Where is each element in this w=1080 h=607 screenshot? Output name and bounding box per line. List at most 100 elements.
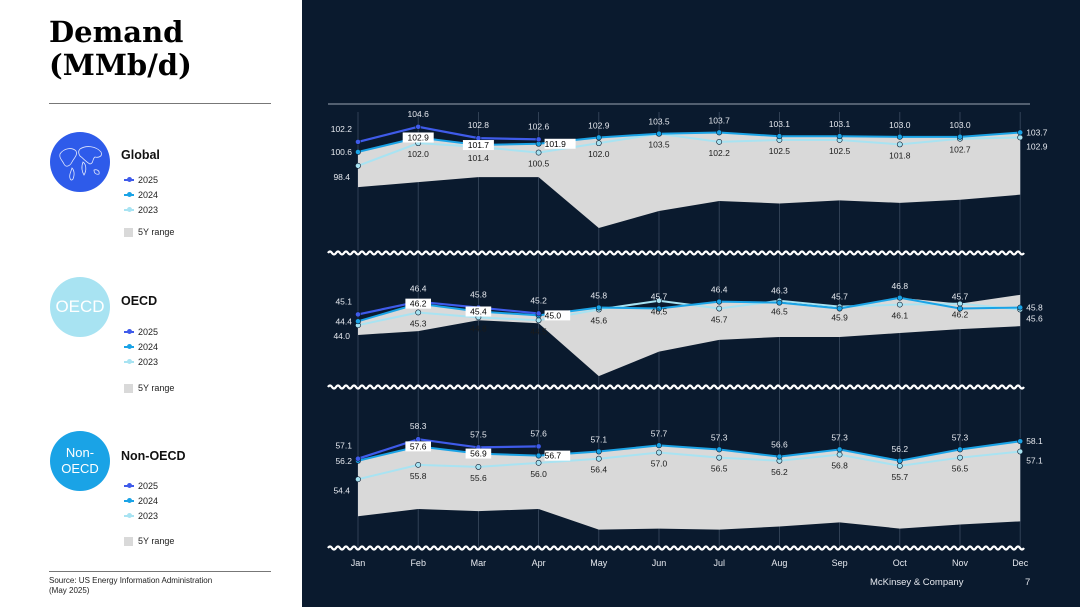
world-map-icon <box>59 146 102 181</box>
data-label-2023: 56.2 <box>771 467 788 477</box>
point-2024 <box>716 129 723 136</box>
non-oecd-legend-range: 5Y range <box>124 536 174 546</box>
point-2024 <box>957 446 963 453</box>
data-label-2023: 46.5 <box>771 307 788 317</box>
point-2024 <box>1017 438 1024 445</box>
oecd-legend-2025: 2025 <box>124 327 158 337</box>
page-title-line-2: (MMb/d) <box>49 48 192 82</box>
global-legend-2023: 2023 <box>124 205 158 215</box>
data-label-2025: 45.2 <box>530 295 547 305</box>
x-tick-label: Jun <box>652 558 667 568</box>
data-label-2023: 57.1 <box>1026 456 1043 466</box>
data-label-2024: 57.1 <box>591 435 608 445</box>
data-label-2023: 55.6 <box>470 473 487 483</box>
point-2023 <box>957 454 963 461</box>
source-line-2: (May 2025) <box>49 586 90 595</box>
point-2025 <box>535 310 542 317</box>
point-2023 <box>957 300 963 307</box>
point-2024 <box>355 149 361 155</box>
data-label-2024: 103.1 <box>769 119 791 129</box>
point-2024 <box>776 453 783 460</box>
data-label-2024: 103.7 <box>709 115 731 125</box>
data-label-2024: 100.6 <box>331 147 353 157</box>
point-2024 <box>836 133 843 140</box>
data-label-2023: 56.5 <box>952 464 969 474</box>
data-label-2023: 102.5 <box>829 146 851 156</box>
range-band <box>358 132 1021 228</box>
legend-label: 5Y range <box>138 536 175 546</box>
x-tick-label: Dec <box>1012 558 1029 568</box>
data-label-2025: 45.1 <box>335 296 352 306</box>
point-2024 <box>535 452 542 459</box>
page-title-line-1: Demand <box>49 15 184 49</box>
oecd-legend-range: 5Y range <box>124 383 174 393</box>
footer-brand: McKinsey & Company <box>870 577 964 588</box>
data-label-2023: 54.4 <box>333 485 350 495</box>
data-label: 46.2 <box>410 299 427 309</box>
data-label-box <box>544 310 571 321</box>
point-2023 <box>535 459 542 466</box>
global-title: Global <box>121 148 160 162</box>
data-label-2025: 102.2 <box>331 124 353 134</box>
data-label-2023: 46.5 <box>651 307 668 317</box>
legend-label: 2023 <box>138 205 159 215</box>
axis-break <box>327 384 1025 390</box>
data-label-box <box>405 441 431 452</box>
data-label-2023: 55.8 <box>410 471 427 481</box>
data-label-2024: 44.4 <box>335 316 352 326</box>
source-line-1: Source: US Energy Information Administra… <box>49 576 213 585</box>
series-line-2025 <box>357 438 539 460</box>
data-label-2025: 45.8 <box>470 290 487 300</box>
axis-break <box>327 250 1025 256</box>
point-2025 <box>415 123 422 130</box>
footer-page-number: 7 <box>1025 577 1031 588</box>
data-label-2024: 57.3 <box>711 432 728 442</box>
data-label-2023: 56.4 <box>591 465 608 475</box>
panel-oecd: 45.1 46.4 45.8 45.2 44.4 46.2 45.4 45.0 45.8 45.7… <box>327 281 1043 390</box>
global-legend-2024: 2024 <box>124 190 158 200</box>
data-label-2023: 102.9 <box>1026 141 1048 151</box>
point-2024 <box>957 305 963 312</box>
global-legend-range: 5Y range <box>124 227 174 237</box>
data-label-2025: 57.5 <box>470 429 487 439</box>
data-label-2025: 58.3 <box>410 421 427 431</box>
data-label-2023: 46.1 <box>892 311 909 321</box>
data-label: 56.7 <box>545 451 562 461</box>
data-label-2025: 46.4 <box>410 284 427 294</box>
data-label-2024: 58.1 <box>1026 436 1043 446</box>
data-label-2025: 102.6 <box>528 121 550 131</box>
data-label: 56.9 <box>470 449 487 459</box>
legend-panel: Demand (MMb/d) Global 2025 2024 2023 5Y … <box>0 0 302 607</box>
data-label-2024: 57.7 <box>651 428 668 438</box>
point-2023 <box>475 464 482 470</box>
point-2024 <box>957 133 963 140</box>
data-label-2023: 44.8 <box>470 323 487 333</box>
legend-label: 2025 <box>138 175 159 185</box>
data-label-2024: 45.8 <box>591 291 608 301</box>
data-label-2023: 45.9 <box>831 313 848 323</box>
point-2024 <box>716 446 723 453</box>
axis-break <box>327 545 1025 551</box>
data-label-box <box>465 448 492 459</box>
point-2024 <box>836 446 843 453</box>
data-label-box <box>544 138 576 149</box>
x-tick-label: Nov <box>952 558 969 568</box>
oecd-badge: OECD <box>50 277 110 337</box>
data-label-2024: 103.0 <box>949 120 971 130</box>
point-2024 <box>776 133 783 140</box>
point-2023 <box>355 162 361 169</box>
data-label-2023: 56.0 <box>530 469 547 479</box>
point-2023 <box>595 140 602 147</box>
data-label-box <box>402 132 434 143</box>
point-2024 <box>896 457 903 464</box>
oecd-title: OECD <box>121 294 158 308</box>
oecd-legend-2023: 2023 <box>124 357 158 367</box>
point-2023 <box>1017 134 1024 141</box>
data-label-2023: 45.6 <box>1026 314 1043 324</box>
point-2024 <box>776 299 783 306</box>
data-label-2023: 101.8 <box>889 150 911 160</box>
data-label-2023: 56.8 <box>831 461 848 471</box>
data-label-2023: 103.5 <box>648 140 670 150</box>
x-tick-label: Sep <box>832 558 848 568</box>
